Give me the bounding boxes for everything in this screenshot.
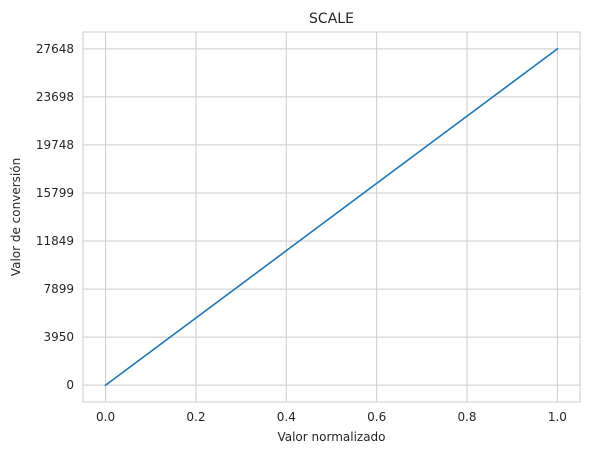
y-tick-label: 11849 xyxy=(36,234,74,248)
y-tick-label: 19748 xyxy=(36,138,74,152)
x-tick-label: 0.2 xyxy=(186,410,205,424)
y-tick-label: 3950 xyxy=(43,330,74,344)
series-line xyxy=(104,47,559,387)
y-tick-label: 15799 xyxy=(36,186,74,200)
y-tick-label: 0 xyxy=(66,378,74,392)
grid xyxy=(83,32,580,402)
plot-area xyxy=(82,31,581,403)
x-axis-label: Valor normalizado xyxy=(277,430,385,444)
series-layer xyxy=(104,47,559,387)
x-tick-label: 0.8 xyxy=(457,410,476,424)
y-tick-label: 27648 xyxy=(36,42,74,56)
y-axis-ticks: 0 3950 7899 11849 15799 19748 23698 27648 xyxy=(36,42,74,392)
y-axis-label: Valor de conversión xyxy=(9,158,23,276)
chart-title: SCALE xyxy=(309,11,354,27)
y-tick-label: 7899 xyxy=(43,282,74,296)
x-axis-ticks: 0.0 0.2 0.4 0.6 0.8 1.0 xyxy=(96,410,567,424)
y-tick-label: 23698 xyxy=(36,90,74,104)
x-tick-label: 0.6 xyxy=(367,410,386,424)
x-tick-label: 1.0 xyxy=(548,410,567,424)
x-tick-label: 0.4 xyxy=(277,410,296,424)
x-tick-label: 0.0 xyxy=(96,410,115,424)
